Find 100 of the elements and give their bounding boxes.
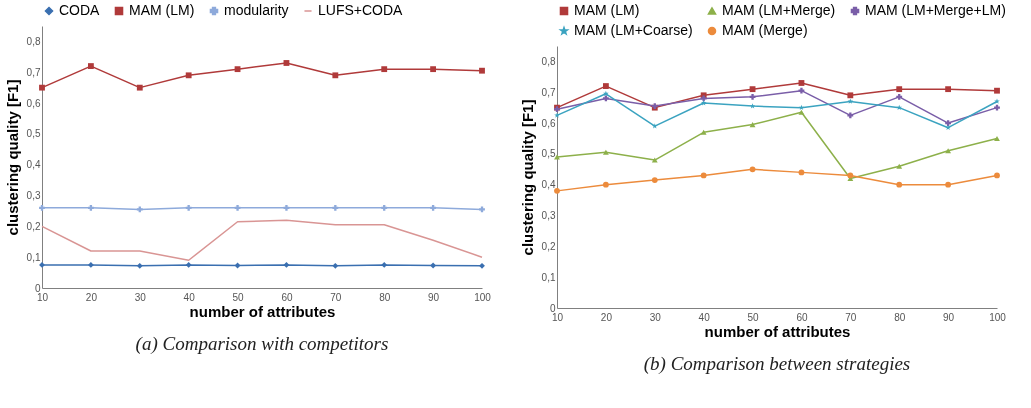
point	[652, 123, 658, 129]
point	[234, 204, 241, 211]
point	[798, 109, 805, 115]
y-tick-label: 0,6	[541, 117, 556, 129]
point	[749, 122, 756, 128]
point	[479, 67, 485, 74]
point	[332, 262, 339, 269]
point	[945, 120, 952, 126]
x-tick-label: 40	[183, 291, 196, 303]
y-tick-label: 0	[549, 302, 556, 314]
x-tick-label: 30	[649, 311, 662, 323]
point	[87, 204, 94, 211]
point	[479, 206, 485, 213]
x-tick-label: 80	[894, 311, 906, 323]
y-tick-label: 0,1	[26, 251, 41, 263]
x-tick-label: 10	[36, 291, 49, 303]
point	[602, 95, 609, 102]
point	[39, 84, 45, 91]
y-tick-label: 0,3	[541, 210, 556, 222]
y-tick-label: 0,2	[26, 220, 41, 232]
y-tick-label: 0,3	[26, 190, 41, 202]
text: (a) Comparison with competitors	[135, 333, 389, 355]
legend-label: MAM (LM)	[574, 2, 640, 18]
point	[185, 204, 192, 211]
point	[847, 92, 854, 99]
point	[749, 93, 756, 100]
point	[39, 204, 45, 211]
point	[896, 181, 903, 188]
x-tick-label: 90	[943, 311, 955, 323]
point	[602, 149, 609, 155]
point	[700, 172, 707, 179]
x-tick-label: 70	[330, 291, 342, 303]
point	[283, 204, 290, 211]
y-tick-label: 0,2	[541, 240, 556, 252]
point	[945, 86, 952, 93]
point	[847, 112, 854, 119]
x-tick-label: 90	[428, 291, 440, 303]
point	[700, 100, 707, 106]
point	[39, 261, 45, 268]
y-tick-label: 0,1	[541, 271, 556, 283]
x-tick-label: 40	[698, 311, 711, 323]
point	[945, 181, 952, 188]
x-tick-label: 100	[989, 311, 1007, 323]
point	[479, 262, 485, 269]
point	[651, 177, 658, 183]
point	[381, 261, 388, 268]
legend-label: LUFS+CODA	[318, 2, 404, 18]
y-tick-label: 0,6	[26, 97, 41, 109]
legend-label: MAM (Merge)	[722, 22, 808, 38]
text: (b) Comparison between strategies	[643, 353, 911, 375]
legend-label: MAM (LM)	[129, 2, 195, 18]
point	[430, 262, 437, 269]
point	[136, 84, 143, 91]
x-tick-label: 80	[379, 291, 391, 303]
point	[332, 72, 339, 79]
point	[994, 172, 1000, 179]
legend-label: CODA	[59, 2, 101, 18]
point	[381, 204, 388, 211]
point	[430, 66, 437, 73]
point	[332, 204, 339, 211]
point	[430, 204, 437, 211]
point	[896, 86, 903, 93]
point	[994, 104, 1000, 111]
point	[798, 104, 805, 111]
y-axis-title: clustering quality [F1]	[518, 99, 536, 256]
point	[185, 72, 192, 79]
x-tick-label: 60	[281, 291, 293, 303]
point	[798, 169, 805, 176]
y-tick-label: 0,8	[26, 35, 41, 47]
legend-label: MAM (LM+Merge)	[722, 2, 836, 18]
x-tick-label: 50	[232, 291, 245, 303]
point	[749, 166, 756, 173]
point	[945, 124, 951, 131]
point	[994, 87, 1000, 94]
x-axis-title: number of attributes	[704, 322, 851, 340]
point	[87, 63, 94, 69]
point	[700, 129, 707, 135]
x-tick-label: 50	[747, 311, 760, 323]
point	[136, 206, 143, 213]
x-tick-label: 20	[600, 311, 613, 323]
x-axis-title: number of attributes	[189, 302, 336, 320]
point	[994, 135, 1000, 141]
y-tick-label: 0	[34, 282, 41, 294]
y-tick-label: 0,4	[541, 179, 556, 191]
point	[896, 163, 903, 169]
x-tick-label: 100	[474, 291, 492, 303]
point	[283, 261, 290, 268]
x-tick-label: 70	[845, 311, 857, 323]
point	[381, 66, 388, 73]
y-tick-label: 0,5	[541, 148, 556, 160]
x-tick-label: 30	[134, 291, 147, 303]
x-tick-label: 60	[796, 311, 808, 323]
point	[994, 98, 1000, 104]
y-tick-label: 0,5	[26, 128, 41, 140]
y-tick-label: 0,8	[541, 55, 556, 67]
point	[798, 87, 805, 94]
legend-label: modularity	[224, 2, 289, 18]
point	[554, 112, 560, 118]
y-tick-label: 0,7	[26, 66, 41, 78]
point	[602, 181, 609, 188]
